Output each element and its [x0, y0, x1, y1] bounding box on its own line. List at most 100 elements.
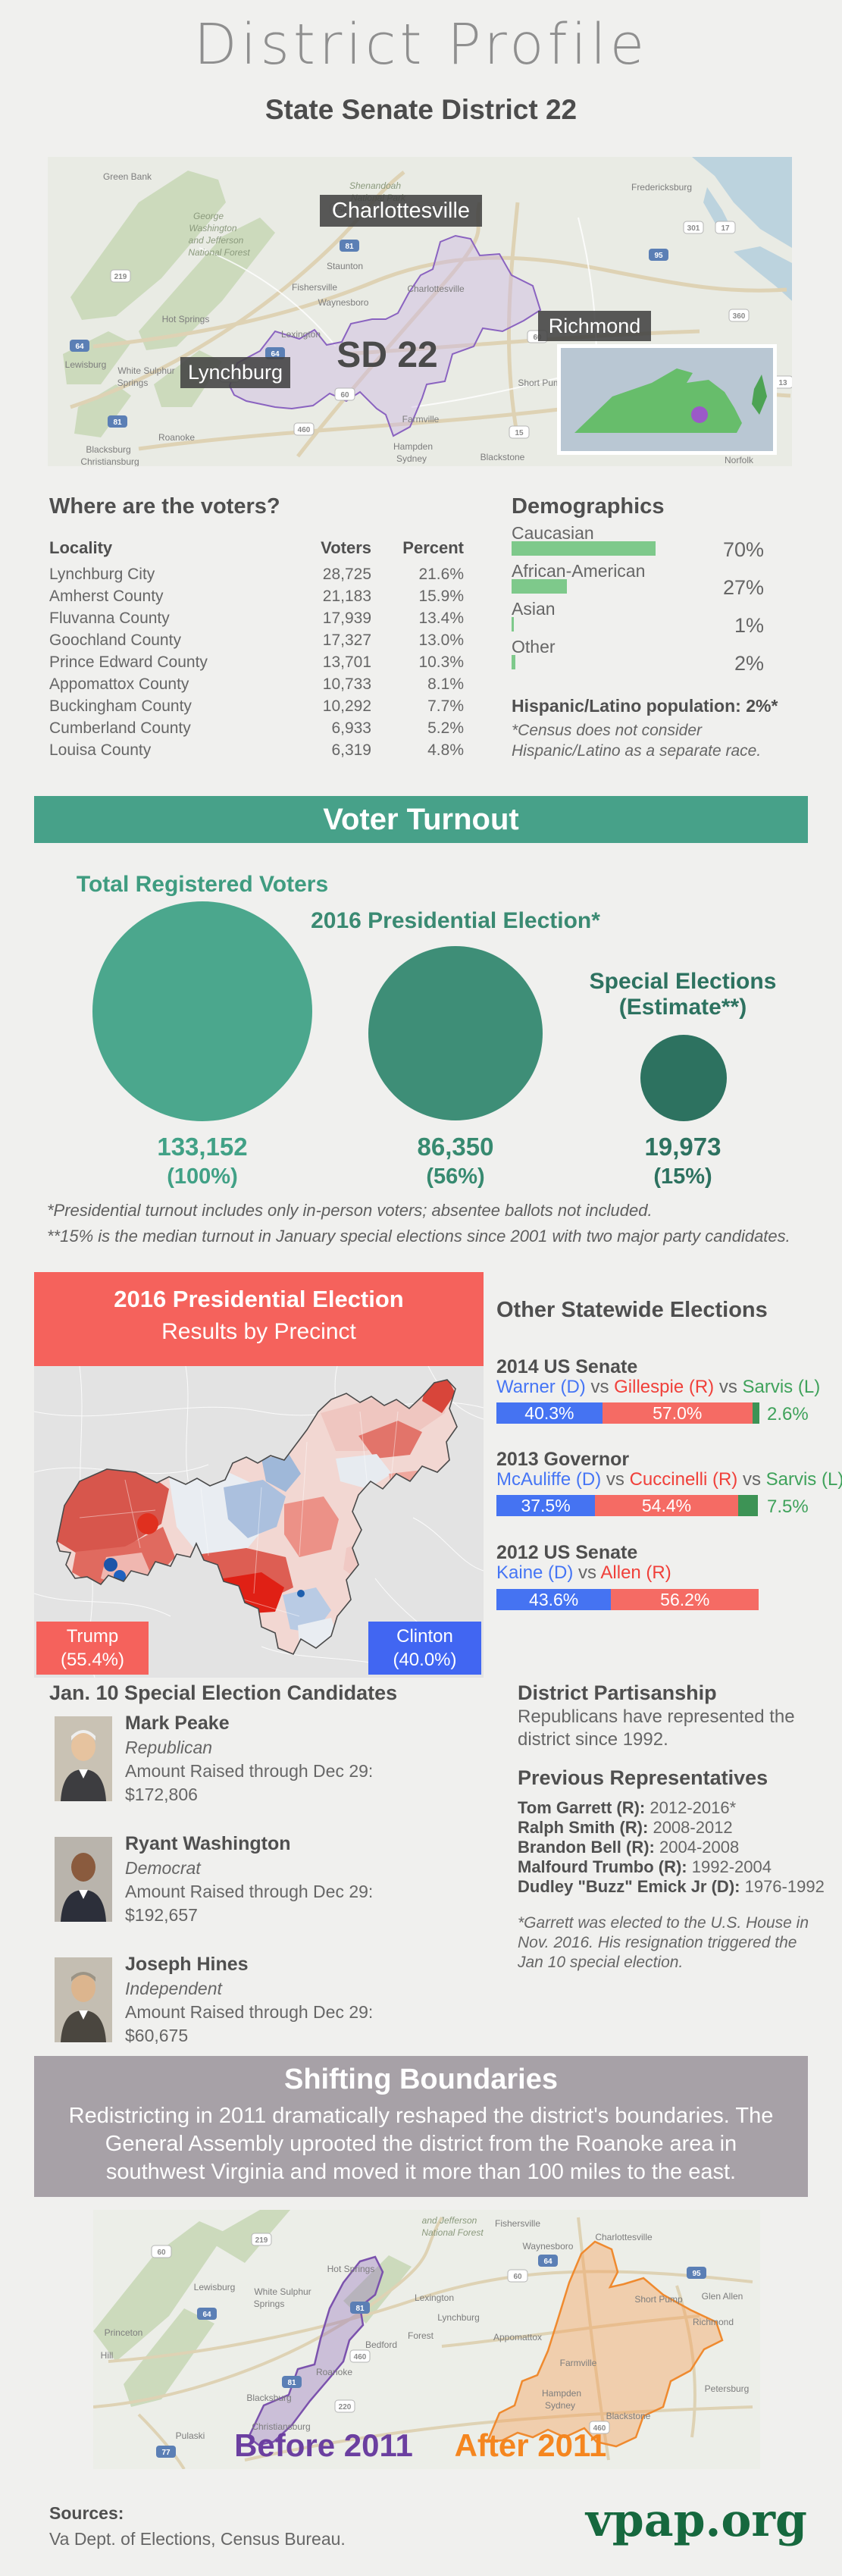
dem-candidate: McAuliffe (D) — [496, 1469, 602, 1490]
demo-bar-value: 2% — [734, 652, 764, 675]
map-label: National Forest — [421, 2227, 484, 2238]
map-label: Roanoke — [316, 2367, 352, 2377]
trump-pct: (55.4%) — [60, 1650, 125, 1670]
before-2011-district-shape — [247, 2255, 384, 2446]
candidate-name: Joseph Hines — [125, 1954, 249, 1975]
rep-bar-segment: 54.4% — [595, 1495, 738, 1516]
demo-bar — [512, 541, 656, 556]
table-row-voters: 10,733 — [322, 675, 371, 693]
table-row-pct: 21.6% — [418, 566, 464, 583]
circle3-label2: (Estimate**) — [618, 995, 747, 1020]
col-voters: Voters — [321, 538, 371, 557]
circle2 — [368, 946, 543, 1120]
us-route-shield-icon — [110, 269, 131, 283]
race-matchup: McAuliffe (D) vs Cuccinelli (R) vs Sarvi… — [496, 1469, 842, 1490]
map-label: Norfolk — [725, 455, 754, 465]
race-title: 2012 US Senate — [496, 1542, 638, 1563]
map-label: White Sulphur — [254, 2286, 311, 2297]
interstate-shield-icon — [350, 2302, 370, 2314]
route-number: 60 — [340, 391, 349, 400]
boundaries-map: and Jefferson National Forest Fishersville… — [93, 2210, 760, 2469]
map-label: White Sulphur — [117, 365, 174, 376]
table-row-voters: 6,933 — [331, 719, 371, 737]
garrett-footnote: *Garrett was elected to the U.S. House i… — [518, 1914, 809, 1971]
dem-bar-segment: 37.5% — [496, 1495, 596, 1516]
map-label: Green Bank — [103, 171, 152, 182]
turnout-footnote1: *Presidential turnout includes only in-p… — [47, 1201, 653, 1220]
us-route-shield-icon — [334, 387, 355, 401]
table-row-voters: 6,319 — [331, 741, 371, 759]
map-label: Hot Springs — [162, 314, 210, 324]
route-number: 95 — [654, 252, 663, 260]
map-label: Lexington — [415, 2292, 454, 2303]
interstate-shield-icon — [538, 2255, 558, 2267]
map-label: Springs — [117, 378, 149, 388]
map-tag-charlottesville: Charlottesville — [320, 195, 482, 227]
map-tag-label: Richmond — [548, 314, 641, 337]
rep-candidate: Allen (R) — [600, 1562, 671, 1583]
demographics-footnote: *Census does not consider Hispanic/Latin… — [512, 722, 762, 760]
map-label: Blackstone — [480, 452, 525, 462]
rep-bar-segment: 56.2% — [611, 1589, 759, 1610]
page-subtitle: State Senate District 22 — [264, 94, 578, 125]
sources-label: Sources: — [49, 2503, 124, 2523]
interstate-shield-icon — [649, 249, 668, 261]
interstate-shield-icon — [687, 2267, 706, 2279]
statewide-heading: Other Statewide Elections — [496, 1298, 768, 1322]
us-route-shield-icon — [334, 2399, 355, 2413]
after-2011-label: After 2011 — [454, 2427, 607, 2463]
table-row-name: Lynchburg City — [49, 566, 155, 583]
table-row-voters: 21,183 — [322, 588, 371, 605]
banner-label: Voter Turnout — [323, 802, 519, 836]
lib-candidate: Sarvis (L) — [765, 1469, 842, 1490]
table-row-name: Buckingham County — [49, 697, 192, 715]
rep-years: 2012-2016* — [649, 1798, 737, 1817]
roads — [93, 2216, 753, 2469]
route-number: 219 — [114, 273, 127, 281]
race-title: 2014 US Senate — [496, 1356, 638, 1377]
route-number: 220 — [339, 2403, 352, 2411]
rep-item: Malfourd Trumbo (R): 1992-2004 — [518, 1857, 772, 1877]
table-row-name: Louisa County — [49, 741, 152, 759]
map-label: Christiansburg — [80, 456, 139, 466]
interstate-shield-icon — [340, 240, 359, 252]
us-route-shield-icon — [589, 2421, 610, 2434]
lib-candidate: Sarvis (L) — [742, 1377, 821, 1397]
route-number: 81 — [355, 2305, 365, 2313]
table-row-pct: 10.3% — [418, 653, 464, 671]
map-label: Fishersville — [292, 282, 337, 293]
rep-name: Dudley "Buzz" Emick Jr (D): — [518, 1877, 740, 1896]
candidate-raised-label: Amount Raised through Dec 29: — [125, 1761, 374, 1781]
map-label: Short Pump — [634, 2294, 683, 2305]
circle3-pct: (15%) — [653, 1164, 712, 1189]
precinct-map — [33, 1365, 484, 1678]
demographics-heading: Demographics — [512, 494, 665, 519]
candidate-raised-label: Amount Raised through Dec 29: — [125, 1882, 374, 1901]
table-row-voters: 28,725 — [322, 566, 371, 583]
overview-map: Green BankShenandoahNational ParkFrederi… — [48, 157, 792, 466]
map-tag-label: Lynchburg — [187, 361, 283, 384]
table-row-voters: 17,327 — [322, 631, 371, 649]
sources-text: Va Dept. of Elections, Census Bureau. — [49, 2529, 346, 2549]
route-number: 81 — [345, 243, 354, 251]
before-2011-label: Before 2011 — [234, 2427, 413, 2463]
table-row-voters: 10,292 — [322, 697, 371, 715]
map-label: Lewisburg — [194, 2282, 236, 2292]
rep-name: Brandon Bell (R): — [518, 1838, 655, 1857]
lib-bar-segment — [737, 1495, 758, 1516]
voters-heading: Where are the voters? — [49, 494, 280, 519]
table-row-pct: 5.2% — [427, 719, 464, 737]
map-label: Lexington — [281, 329, 321, 340]
partisanship-text: Republicans have represented the distric… — [518, 1706, 795, 1750]
map-label: Springs — [254, 2299, 285, 2309]
race-matchup: Warner (D) vs Gillespie (R) vs Sarvis (L… — [496, 1377, 820, 1398]
previous-reps-heading: Previous Representatives — [518, 1766, 768, 1789]
lib-bar-value: 2.6% — [767, 1404, 809, 1424]
rep-name: Ralph Smith (R): — [518, 1818, 649, 1837]
map-label: Glen Allen — [702, 2291, 743, 2302]
map-label: Hampden — [393, 441, 433, 452]
rep-bar-value: 56.2% — [660, 1589, 710, 1609]
us-route-shield-icon — [507, 2269, 528, 2283]
